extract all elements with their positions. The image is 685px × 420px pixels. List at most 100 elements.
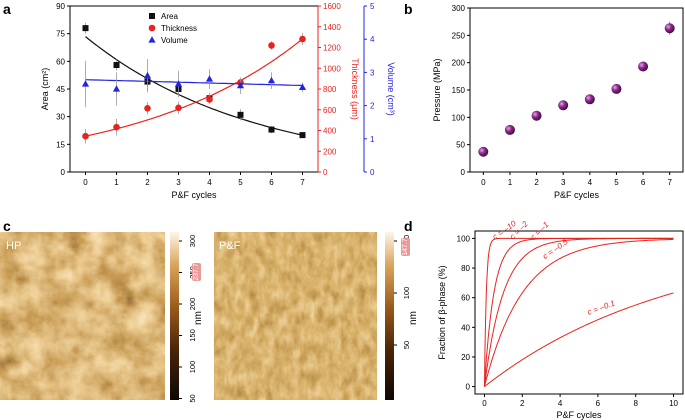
afm-label-pf: P&F — [219, 240, 241, 252]
afm-marker-hp — [192, 263, 201, 281]
curve-c-1 — [484, 237, 674, 387]
afm-scale-tick-label: 50 — [188, 394, 197, 402]
x-tick-label: 2 — [145, 178, 150, 187]
point-thickness — [82, 132, 89, 140]
x-tick-label: 3 — [561, 178, 566, 187]
y-left-tick-label: 15 — [56, 140, 65, 149]
point-volume — [112, 85, 121, 92]
afm-colorbar-hp — [170, 232, 179, 400]
y-tick-label: 100 — [457, 234, 471, 243]
panel-letter-c: c — [3, 218, 11, 234]
y-tick-label: 60 — [461, 294, 470, 303]
afm-image-pf — [214, 232, 377, 400]
y-thickness-tick-label: 1000 — [323, 64, 341, 73]
x-tick-label: 4 — [588, 178, 593, 187]
x-tick-label: 6 — [596, 399, 601, 408]
point-pressure — [531, 110, 542, 121]
point-pressure — [558, 100, 569, 111]
afm-scale-tick-label: 100 — [188, 361, 197, 374]
panel-letter-a: a — [3, 1, 11, 17]
y-left-tick-label: 60 — [56, 57, 65, 66]
afm-scale-tick-label: 50 — [402, 341, 411, 349]
y-tick-label: 50 — [456, 141, 465, 150]
y-left-tick-label: 90 — [56, 2, 65, 11]
x-tick-label: 0 — [481, 178, 486, 187]
legend-marker-area — [149, 13, 155, 19]
x-tick-label: 2 — [520, 399, 525, 408]
legend-label-thickness: Thickness — [161, 24, 197, 33]
y-thickness-tick-label: 0 — [323, 168, 328, 177]
point-area — [237, 111, 244, 118]
point-area — [113, 62, 120, 69]
y-tick-label: 20 — [461, 353, 470, 362]
y-thickness-tick-label: 1400 — [323, 23, 341, 32]
y-left-tick-label: 30 — [56, 113, 65, 122]
fit-line-area — [85, 36, 303, 136]
y-volume-tick-label: 5 — [370, 2, 375, 11]
point-thickness — [299, 35, 306, 43]
afm-scale-tick-label: 150 — [188, 329, 197, 342]
y-tick-label: 80 — [461, 264, 470, 273]
y-thickness-tick-label: 1600 — [323, 2, 341, 11]
y-axis-label: Pressure (MPa) — [432, 58, 442, 121]
afm-scale-tick-label: 100 — [402, 287, 411, 300]
y-thickness-tick-label: 400 — [323, 127, 337, 136]
curve-label: c = –0.5 — [541, 237, 570, 261]
afm-marker-pf-label: 147.7 — [402, 238, 409, 256]
point-volume — [298, 83, 307, 90]
y-axis-label: Fraction of β-phase (%) — [437, 265, 447, 359]
point-pressure — [584, 94, 595, 105]
legend-label-volume: Volume — [161, 36, 188, 45]
fit-line-volume — [85, 79, 303, 87]
y-tick-label: 0 — [466, 383, 471, 392]
y-left-tick-label: 45 — [56, 85, 65, 94]
point-pressure — [504, 124, 515, 135]
x-tick-label: 7 — [300, 178, 305, 187]
y-volume-tick-label: 4 — [370, 35, 375, 44]
point-thickness — [175, 104, 182, 112]
point-thickness — [113, 123, 120, 131]
afm-scale-tick-label: 300 — [188, 235, 197, 248]
y-left-tick-label: 75 — [56, 30, 65, 39]
y-thickness-axis-label: Thickness (μm) — [350, 58, 360, 120]
y-volume-tick-label: 1 — [370, 135, 375, 144]
point-pressure — [638, 61, 649, 72]
x-tick-label: 4 — [207, 178, 212, 187]
point-pressure — [664, 23, 675, 34]
afm-panel: HP 30025020015010050 nm 237.7 P&F 150100… — [0, 232, 419, 403]
y-tick-label: 200 — [452, 59, 466, 68]
x-axis-label: P&F cycles — [171, 190, 217, 200]
panel-letter-b: b — [404, 1, 413, 17]
panel-letter-d: d — [404, 218, 413, 234]
x-tick-label: 6 — [269, 178, 274, 187]
afm-label-hp: HP — [6, 240, 21, 252]
y-volume-axis-label: Volume (cm³) — [386, 62, 396, 116]
curve-c-2 — [484, 237, 674, 387]
legend-label-area: Area — [161, 12, 178, 21]
y-thickness-tick-label: 200 — [323, 147, 337, 156]
y-tick-label: 150 — [452, 86, 466, 95]
x-tick-label: 5 — [614, 178, 619, 187]
x-tick-label: 3 — [176, 178, 181, 187]
y-volume-tick-label: 0 — [370, 168, 375, 177]
curve-c-0.5 — [484, 238, 674, 387]
curve-c-0.1 — [484, 292, 674, 387]
plot-frame — [469, 7, 684, 173]
curve-c-10 — [484, 237, 674, 387]
y-tick-label: 100 — [452, 113, 466, 122]
y-left-tick-label: 0 — [61, 168, 66, 177]
afm-image-hp — [0, 232, 165, 400]
y-tick-label: 300 — [452, 4, 466, 13]
point-volume — [143, 71, 152, 79]
point-pressure — [478, 146, 489, 157]
x-tick-label: 5 — [238, 178, 243, 187]
y-thickness-tick-label: 600 — [323, 106, 337, 115]
point-thickness — [268, 42, 275, 49]
x-tick-label: 1 — [508, 178, 513, 187]
x-tick-label: 8 — [634, 399, 639, 408]
point-thickness — [206, 96, 213, 103]
afm-marker-hp-label: 237.7 — [193, 263, 200, 281]
point-volume — [267, 76, 276, 84]
